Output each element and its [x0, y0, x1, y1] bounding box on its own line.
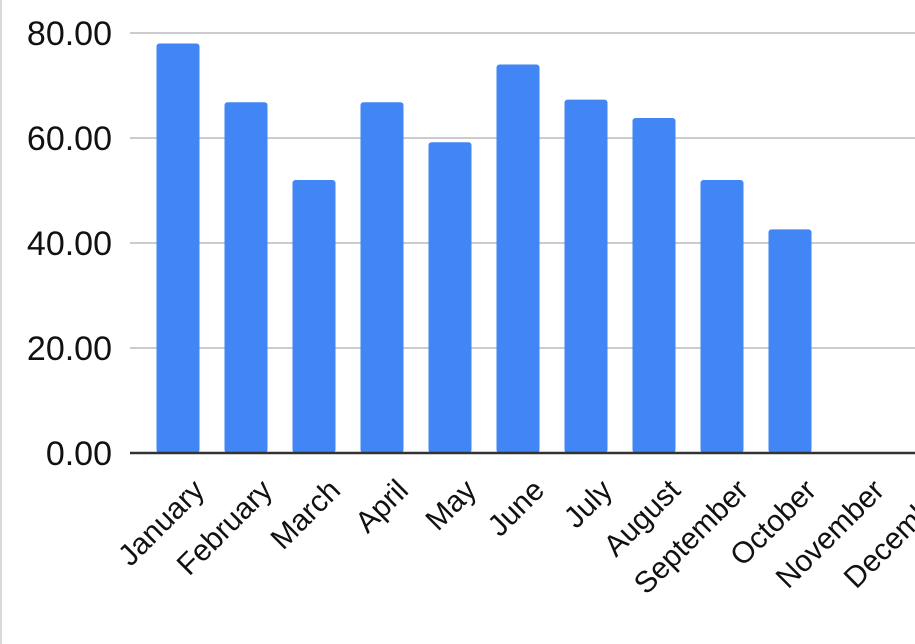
bar-august [632, 118, 676, 454]
bar-july [564, 99, 608, 454]
bar-january [156, 43, 200, 453]
bar-april [360, 102, 404, 454]
x-category-label: April [349, 474, 415, 540]
x-category-label: July [558, 474, 619, 535]
y-tick-label: 80.00 [27, 15, 112, 53]
bar-march [292, 180, 336, 453]
bar-october [768, 229, 812, 453]
y-axis-tick-labels: 0.00 20.00 40.00 60.00 80.00 [27, 15, 112, 473]
y-tick-label: 60.00 [27, 120, 112, 158]
bar-september [700, 180, 744, 453]
x-category-label: March [265, 474, 347, 556]
bar-february [224, 102, 268, 454]
x-category-label: May [420, 474, 483, 537]
bars [156, 43, 812, 454]
y-tick-label: 0.00 [46, 435, 112, 473]
y-tick-label: 40.00 [27, 225, 112, 263]
bar-june [496, 64, 540, 453]
chart-left-border [0, 0, 2, 644]
x-category-label: June [482, 474, 551, 543]
bar-may [428, 142, 472, 453]
y-tick-label: 20.00 [27, 330, 112, 368]
